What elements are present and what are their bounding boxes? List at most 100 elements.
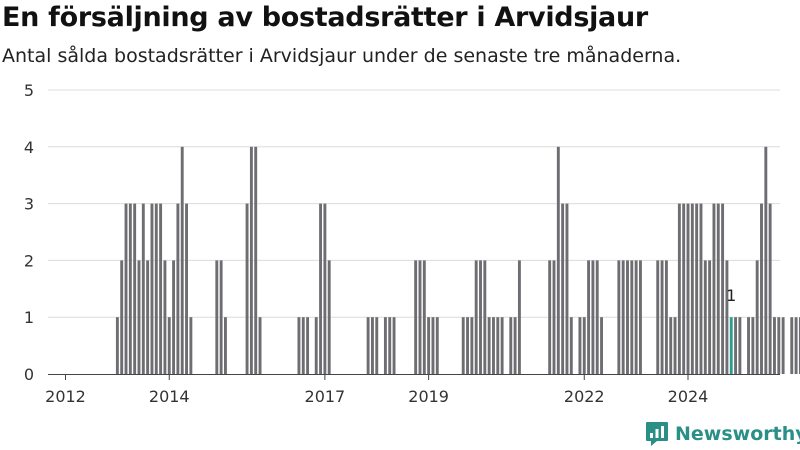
bar: [660, 260, 664, 374]
bar: [483, 260, 487, 374]
bar: [682, 203, 686, 374]
bar: [790, 317, 794, 374]
x-axis: 2012 2014 2017 2019 2022 2024: [45, 374, 780, 406]
bar: [591, 260, 595, 374]
bar: [427, 317, 431, 374]
bar: [124, 203, 128, 374]
y-tick-label: 4: [24, 138, 34, 157]
bar: [578, 317, 582, 374]
bar: [677, 203, 681, 374]
newsworthy-logo-icon: [646, 422, 668, 446]
bar: [621, 260, 625, 374]
bar: [699, 203, 703, 374]
bars: [115, 146, 800, 374]
bar: [141, 203, 145, 374]
bar: [517, 260, 521, 374]
x-tick-label: 2017: [305, 387, 346, 406]
chart-title: En försäljning av bostadsrätter i Arvids…: [2, 2, 648, 33]
y-tick-label: 0: [24, 365, 34, 384]
bar: [794, 317, 798, 374]
bar: [669, 317, 673, 374]
bar: [582, 317, 586, 374]
bar: [768, 203, 772, 374]
bar: [414, 260, 418, 374]
bar: [159, 203, 163, 374]
bar: [664, 260, 668, 374]
grid-lines: [48, 89, 780, 318]
chart-subtitle: Antal sålda bostadsrätter i Arvidsjaur u…: [2, 45, 682, 67]
bar: [254, 146, 258, 374]
x-tick-label: 2022: [564, 387, 605, 406]
bar: [708, 260, 712, 374]
bar: [366, 317, 370, 374]
bar: [466, 317, 469, 374]
bar: [249, 146, 253, 374]
bar: [569, 317, 573, 374]
bar: [500, 317, 504, 374]
bar: [626, 260, 629, 374]
bar: [435, 317, 439, 374]
bar: [721, 203, 725, 374]
bar: [185, 203, 188, 374]
bar: [690, 203, 694, 374]
bar: [751, 317, 755, 374]
bar: [470, 317, 474, 374]
bar: [565, 203, 569, 374]
x-tick-label: 2014: [149, 387, 190, 406]
brand-name: Newsworthy: [675, 423, 800, 445]
bar: [617, 260, 621, 374]
bar: [431, 317, 435, 374]
bar: [712, 203, 716, 374]
bar: [180, 146, 184, 374]
bar: [297, 317, 301, 374]
bar: [755, 260, 759, 374]
bar: [561, 203, 565, 374]
bar: [686, 203, 690, 374]
bar: [258, 317, 262, 374]
y-tick-label: 2: [24, 251, 34, 270]
bar-highlight: [729, 317, 733, 374]
bar: [513, 317, 517, 374]
bar: [383, 317, 387, 374]
bar: [639, 260, 642, 374]
bar: [327, 260, 331, 374]
bar: [634, 260, 638, 374]
x-tick-label: 2019: [408, 387, 449, 406]
y-tick-label: 3: [24, 195, 34, 214]
bar: [215, 260, 219, 374]
x-tick-label: 2024: [668, 387, 709, 406]
y-axis-ticks: 0 1 2 3 4 5: [24, 81, 34, 384]
data-labels: 1: [726, 286, 736, 305]
bar: [760, 203, 763, 374]
bar: [716, 203, 720, 374]
bar: [176, 203, 180, 374]
bar: [474, 260, 478, 374]
bar: [245, 203, 249, 374]
x-tick-label: 2012: [45, 387, 86, 406]
bar: [798, 317, 800, 374]
bar: [115, 317, 119, 374]
bar: [509, 317, 513, 374]
bar: [146, 260, 150, 374]
bar: [695, 203, 699, 374]
bar: [154, 203, 158, 374]
newsworthy-brand: Newsworthy: [645, 421, 800, 447]
bar: [128, 203, 132, 374]
bar: [738, 317, 742, 374]
bar: [587, 260, 591, 374]
bar: [422, 260, 426, 374]
bar: [219, 260, 223, 374]
bar: [773, 317, 776, 374]
bar: [120, 260, 124, 374]
bar: [492, 317, 495, 374]
bar: [323, 203, 327, 374]
bar: [163, 260, 167, 374]
bar: [306, 317, 310, 374]
bar: [600, 317, 603, 374]
bar: [301, 317, 305, 374]
bar: [319, 203, 323, 374]
bar: [725, 260, 729, 374]
y-tick-label: 1: [24, 308, 34, 327]
bar: [673, 317, 677, 374]
bar: [656, 260, 660, 374]
